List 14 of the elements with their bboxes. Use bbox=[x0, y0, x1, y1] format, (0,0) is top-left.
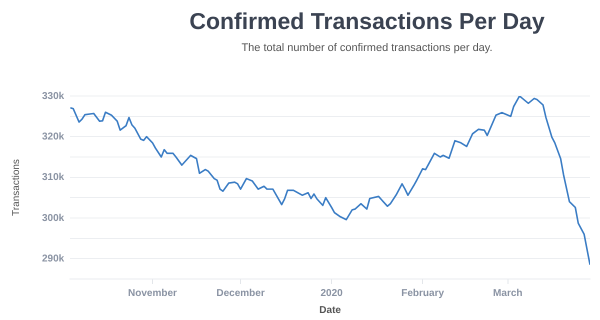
y-tick-label: 320k bbox=[42, 131, 65, 142]
y-tick-label: 290k bbox=[42, 253, 65, 264]
x-tick-label: November bbox=[128, 288, 178, 299]
x-axis-title: Date bbox=[319, 304, 342, 316]
chart-subtitle: The total number of confirmed transactions per day. bbox=[240, 42, 494, 54]
y-tick-label: 310k bbox=[42, 172, 65, 184]
x-tick-label: February bbox=[401, 288, 444, 299]
x-tick-label: December bbox=[216, 288, 265, 299]
y-tick-label: 330k bbox=[42, 90, 65, 102]
y-axis-title: Transactions bbox=[10, 159, 22, 216]
y-tick-label: 300k bbox=[42, 212, 65, 224]
x-tick-label: March bbox=[493, 288, 523, 299]
x-tick-label: 2020 bbox=[320, 288, 344, 299]
chart-title: Confirmed Transactions Per Day bbox=[188, 8, 546, 35]
